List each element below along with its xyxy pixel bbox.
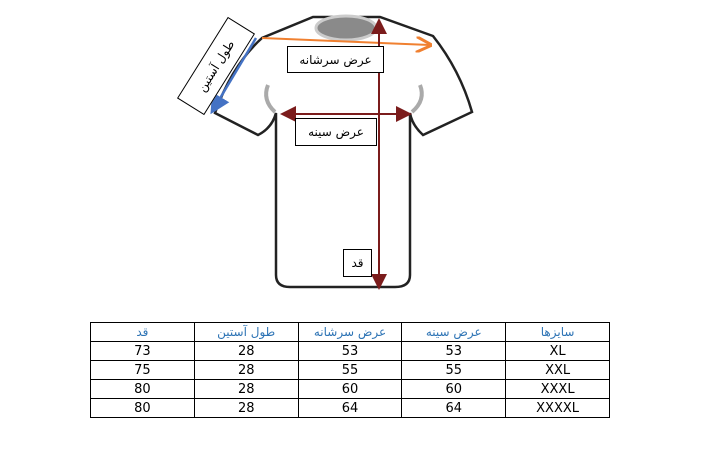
shoulder-arrow: [261, 38, 430, 45]
size-table: سایزها عرض سینه عرض سرشانه طول آستین قد …: [90, 322, 610, 418]
table-row: XXXXL 64 64 28 80: [90, 398, 610, 418]
header-height: قد: [90, 322, 195, 342]
height-label: قد: [343, 249, 372, 277]
table-cell: 28: [193, 379, 299, 399]
table-cell: 80: [90, 379, 195, 399]
header-sleeve: طول آستین: [193, 322, 299, 342]
table-cell: XL: [505, 341, 610, 361]
sleeve-arrow: [210, 37, 258, 115]
table-cell: 53: [297, 341, 403, 361]
tshirt-diagram: [210, 14, 474, 290]
header-sizes: سایزها: [505, 322, 610, 342]
table-cell: 55: [401, 360, 507, 380]
table-row: XXXL 60 60 28 80: [90, 379, 610, 399]
table-header-row: سایزها عرض سینه عرض سرشانه طول آستین قد: [90, 322, 610, 342]
table-cell: 73: [90, 341, 195, 361]
header-shoulder: عرض سرشانه: [297, 322, 403, 342]
chest-width-label: عرض سینه: [295, 118, 377, 146]
table-cell: 64: [401, 398, 507, 418]
table-cell: 28: [193, 341, 299, 361]
shoulder-width-label: عرض سرشانه: [287, 46, 384, 73]
table-cell: 53: [401, 341, 507, 361]
table-cell: 75: [90, 360, 195, 380]
table-cell: XXXL: [505, 379, 610, 399]
table-row: XXL 55 55 28 75: [90, 360, 610, 380]
header-chest: عرض سینه: [401, 322, 507, 342]
table-cell: XXL: [505, 360, 610, 380]
table-cell: 28: [193, 360, 299, 380]
table-cell: 28: [193, 398, 299, 418]
table-cell: 55: [297, 360, 403, 380]
table-cell: 80: [90, 398, 195, 418]
collar: [314, 14, 378, 42]
table-cell: 60: [401, 379, 507, 399]
table-cell: 64: [297, 398, 403, 418]
table-row: XL 53 53 28 73: [90, 341, 610, 361]
table-cell: 60: [297, 379, 403, 399]
table-cell: XXXXL: [505, 398, 610, 418]
